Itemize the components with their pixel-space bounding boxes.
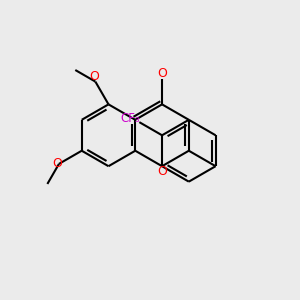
Text: O: O (89, 70, 99, 83)
Text: O: O (157, 165, 167, 178)
Text: O: O (157, 67, 167, 80)
Text: O: O (52, 158, 62, 170)
Text: CF₃: CF₃ (121, 112, 140, 125)
